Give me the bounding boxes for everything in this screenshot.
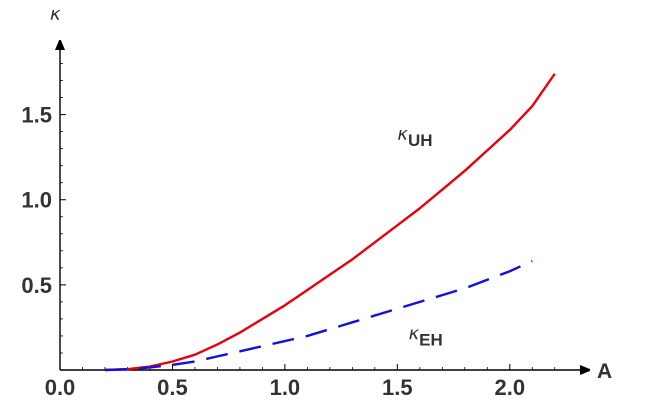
- series-line-eh: [104, 259, 533, 372]
- series-label-subscript: EH: [419, 330, 443, 349]
- x-tick-label: 1.5: [382, 375, 413, 400]
- series-group: [104, 73, 556, 372]
- x-tick-label: 0.5: [157, 375, 188, 400]
- y-tick-label: 0.5: [21, 273, 52, 298]
- ticks: 0.0 0.5 1.0 1.5 2.0 0.5 1.0 1.5: [21, 46, 556, 400]
- series-label-uh: κUH: [397, 124, 432, 150]
- axes: A κ: [50, 4, 612, 383]
- x-tick-label: 0.0: [45, 375, 76, 400]
- series-label-symbol: κ: [409, 323, 420, 344]
- series-line-uh: [104, 73, 556, 372]
- series-label-symbol: κ: [397, 124, 408, 145]
- y-axis-title: κ: [50, 4, 61, 25]
- x-axis-title: A: [597, 360, 612, 383]
- x-tick-label: 1.0: [270, 375, 301, 400]
- series-label-eh: κEH: [409, 323, 443, 349]
- x-tick-label: 2.0: [494, 375, 525, 400]
- y-tick-label: 1.5: [21, 103, 52, 128]
- series-label-subscript: UH: [408, 131, 433, 150]
- y-tick-label: 1.0: [21, 188, 52, 213]
